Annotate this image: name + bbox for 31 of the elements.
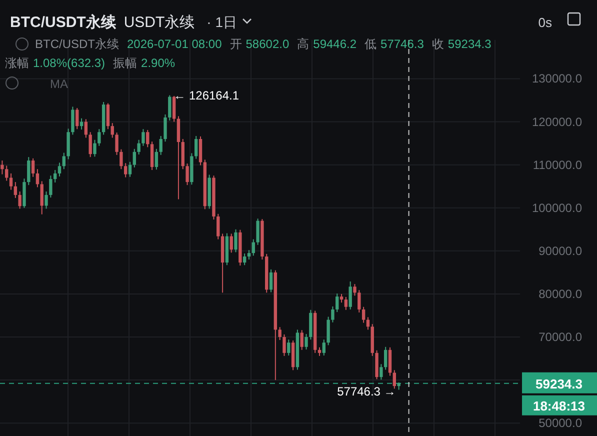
y-tick-label: 130000.0 [532, 72, 582, 86]
text: 18:48:13 [532, 398, 586, 414]
annotation: 收 [432, 37, 444, 51]
annotation: 59446.2 [313, 37, 357, 51]
y-tick-label: 100000.0 [532, 200, 582, 215]
annotation: 57746.3 [380, 37, 424, 51]
y-tick-label: 70000.0 [538, 330, 582, 344]
annotation: 59234.3 [448, 37, 492, 51]
annotation: 2.90% [141, 56, 176, 70]
annotation: ← 126164.1 [174, 88, 240, 102]
annotation: 涨幅 [5, 56, 29, 70]
annotation: 1.08%(632.3) [33, 56, 106, 70]
y-tick-label: 50000.0 [538, 416, 582, 430]
text: 0s [538, 15, 552, 30]
y-tick-label: 80000.0 [538, 286, 582, 301]
chart-subtitle: USDT永续 [124, 14, 195, 31]
chart-title: BTC/USDT永续 [10, 13, 117, 31]
annotation: 2026-07-01 08:00 [127, 37, 222, 51]
annotation: BTC/USDT永续 [35, 37, 119, 51]
annotation: 58602.0 [246, 37, 290, 51]
y-tick-label: 110000.0 [532, 158, 582, 172]
text: · 1日 [206, 14, 238, 30]
annotation: 57746.3 → [337, 384, 396, 399]
ref-line-label: 59234.3 [536, 376, 582, 392]
annotation: 开 [230, 37, 242, 51]
y-tick-label: 120000.0 [532, 114, 582, 129]
annotation: MA [50, 77, 68, 91]
annotation: 低 [364, 37, 377, 51]
y-tick-label: 90000.0 [538, 244, 582, 258]
annotation: 振幅 [113, 56, 138, 70]
annotation: 高 [297, 37, 310, 51]
